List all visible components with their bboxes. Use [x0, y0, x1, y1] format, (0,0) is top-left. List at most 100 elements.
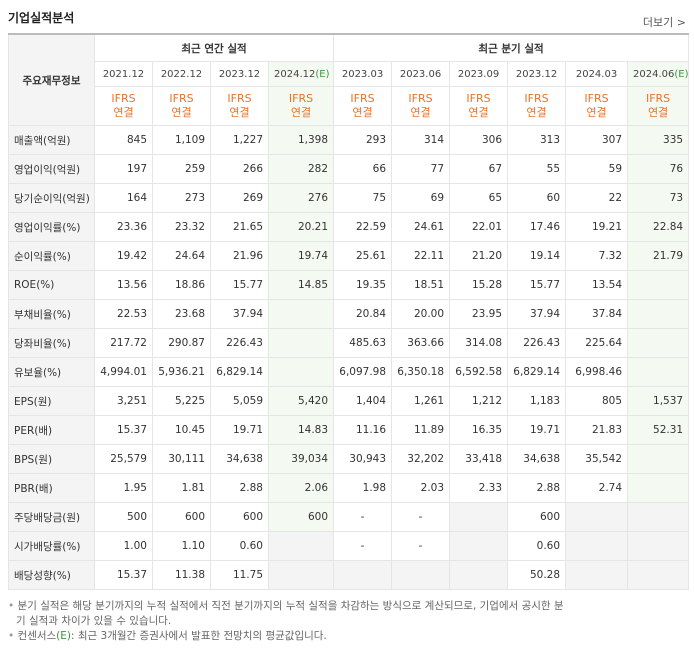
value-cell: 1.95 — [94, 473, 153, 503]
basis: 연결 — [586, 106, 607, 119]
value-cell: 217.72 — [94, 328, 153, 358]
value-cell: 15.37 — [94, 415, 153, 445]
value-cell: 13.56 — [94, 270, 153, 300]
value-cell: 23.36 — [94, 212, 153, 242]
value-cell — [565, 531, 629, 561]
data-row: 영업이익률(%) 23.36 23.32 21.65 20.21 22.59 24.61 22… — [8, 212, 690, 242]
value-cell: 273 — [152, 183, 211, 213]
value-cell: 1,109 — [152, 125, 211, 155]
standard: IFRS — [350, 92, 375, 105]
value-cell: 1.10 — [152, 531, 211, 561]
value-cell: 34,638 — [507, 444, 567, 474]
value-cell: 20.84 — [333, 299, 393, 329]
value-cell — [267, 560, 335, 590]
value-cell: 18.86 — [152, 270, 211, 300]
value-cell: 24.64 — [152, 241, 211, 271]
value-cell: 23.32 — [152, 212, 211, 242]
period-date: 2021.12 — [102, 68, 145, 80]
value-cell: 2.88 — [507, 473, 567, 503]
standard: IFRS — [288, 92, 314, 105]
basis: 연결 — [410, 106, 431, 119]
value-cell: 21.20 — [449, 241, 509, 271]
value-cell: 15.37 — [94, 560, 153, 590]
value-cell: 6,592.58 — [449, 357, 509, 387]
value-cell: - — [391, 531, 451, 561]
basis: 연결 — [229, 106, 250, 119]
value-cell: 307 — [565, 125, 629, 155]
standard: IFRS — [227, 92, 252, 105]
standard: IFRS — [524, 92, 549, 105]
group-header: 최근 분기 실적 — [333, 33, 690, 62]
value-cell: 60 — [507, 183, 567, 213]
data-row: EPS(원) 3,251 5,225 5,059 5,420 1,404 1,261 1,21… — [8, 386, 690, 416]
row-label: 부채비율(%) — [8, 299, 95, 329]
basis: 연결 — [647, 106, 669, 119]
data-row: 순이익률(%) 19.42 24.64 21.96 19.74 25.61 22.11 21.… — [8, 241, 690, 271]
note-prefix: 컨센서스 — [17, 630, 57, 642]
estimate-mark: (E) — [674, 68, 689, 80]
value-cell: 2.03 — [391, 473, 451, 503]
value-cell: 6,097.98 — [333, 357, 393, 387]
value-cell: 37.84 — [565, 299, 629, 329]
row-label: 매출액(억원) — [8, 125, 95, 155]
value-cell: - — [333, 502, 393, 532]
row-label: EPS(원) — [8, 386, 95, 416]
value-cell: 69 — [391, 183, 451, 213]
value-cell: 500 — [94, 502, 153, 532]
value-cell: 11.89 — [391, 415, 451, 445]
value-cell: 21.83 — [565, 415, 629, 445]
value-cell: 335 — [627, 125, 690, 155]
data-row: 배당성향(%) 15.37 11.38 11.75 50.28 — [8, 560, 690, 590]
value-cell: 0.60 — [210, 531, 269, 561]
data-row: PBR(배) 1.95 1.81 2.88 2.06 1.98 2.03 2.33 2.88 2.… — [8, 473, 690, 503]
value-cell: 225.64 — [565, 328, 629, 358]
performance-table: 주요재무정보 최근 연간 실적 최근 분기 실적 2021.12 2022.12 2023… — [8, 33, 690, 590]
value-cell: 39,034 — [267, 444, 335, 474]
value-cell: 269 — [210, 183, 269, 213]
period-header: 2024.12(E) — [267, 61, 335, 87]
value-cell: 1.81 — [152, 473, 211, 503]
more-link[interactable]: 더보기 — [643, 14, 686, 30]
value-cell: 20.21 — [267, 212, 335, 242]
value-cell: 14.83 — [267, 415, 335, 445]
value-cell: - — [333, 531, 393, 561]
value-cell: 600 — [152, 502, 211, 532]
value-cell: 5,059 — [210, 386, 269, 416]
value-cell: 314.08 — [449, 328, 509, 358]
value-cell: 1,212 — [449, 386, 509, 416]
value-cell: - — [391, 502, 451, 532]
value-cell — [267, 299, 335, 329]
row-label: PER(배) — [8, 415, 95, 445]
value-cell: 23.68 — [152, 299, 211, 329]
standard-header: IFRS 연결 — [627, 86, 690, 126]
note: 분기 실적은 해당 분기까지의 누적 실적에서 직전 분기까지의 누적 실적을 … — [8, 599, 568, 629]
value-cell: 33,418 — [449, 444, 509, 474]
value-cell — [391, 560, 451, 590]
value-cell — [627, 531, 690, 561]
value-cell: 845 — [94, 125, 153, 155]
value-cell: 805 — [565, 386, 629, 416]
value-cell: 6,350.18 — [391, 357, 451, 387]
value-cell: 0.60 — [507, 531, 567, 561]
value-cell: 1.98 — [333, 473, 393, 503]
value-cell — [627, 560, 690, 590]
basis: 연결 — [468, 106, 489, 119]
row-label: 순이익률(%) — [8, 241, 95, 271]
value-cell — [627, 357, 690, 387]
data-row: 유보율(%) 4,994.01 5,936.21 6,829.14 6,097.98 6,… — [8, 357, 690, 387]
period-date: 2024.03 — [575, 68, 618, 80]
value-cell: 25.61 — [333, 241, 393, 271]
value-cell: 485.63 — [333, 328, 393, 358]
value-cell: 30,111 — [152, 444, 211, 474]
value-cell: 4,994.01 — [94, 357, 153, 387]
value-cell — [627, 444, 690, 474]
standard: IFRS — [645, 92, 671, 105]
row-label: 배당성향(%) — [8, 560, 95, 590]
value-cell: 600 — [267, 502, 335, 532]
value-cell — [627, 473, 690, 503]
data-row: 영업이익(억원) 197 259 266 282 66 77 67 55 59 76 — [8, 154, 690, 184]
standard: IFRS — [169, 92, 194, 105]
value-cell: 19.21 — [565, 212, 629, 242]
value-cell — [565, 502, 629, 532]
